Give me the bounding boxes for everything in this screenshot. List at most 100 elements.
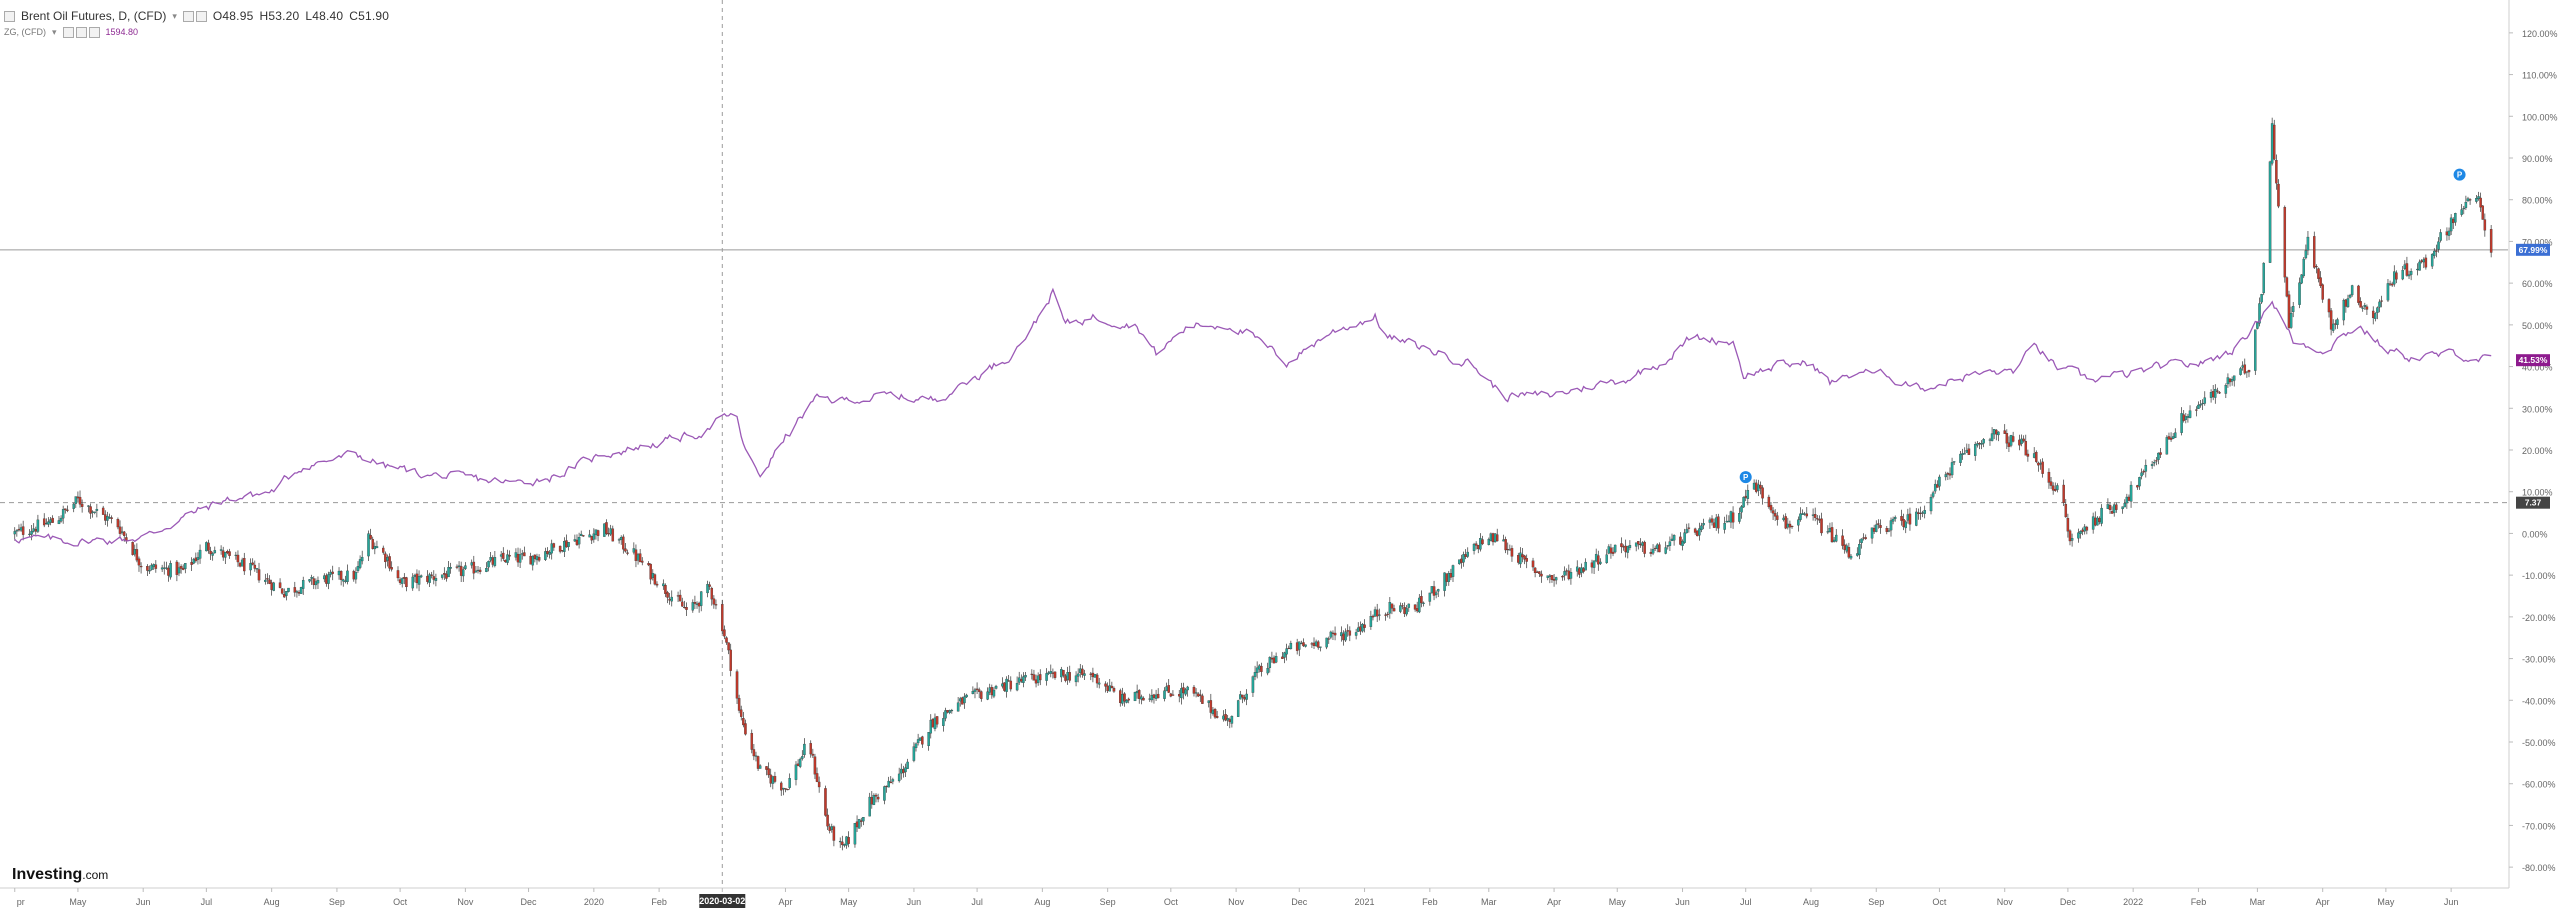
collapse-legend-icon[interactable] bbox=[4, 10, 15, 22]
candle bbox=[1314, 639, 1318, 647]
candle bbox=[1567, 564, 1571, 581]
chevron-down-icon[interactable]: ▾ bbox=[172, 11, 177, 21]
candle bbox=[49, 517, 52, 526]
candle bbox=[447, 561, 450, 578]
candle bbox=[975, 682, 979, 695]
candle bbox=[588, 529, 591, 538]
candle bbox=[2277, 179, 2280, 209]
candle bbox=[1820, 512, 1823, 536]
candle bbox=[1083, 669, 1086, 681]
candle bbox=[2214, 384, 2217, 404]
candle bbox=[89, 503, 92, 519]
hide-icon[interactable] bbox=[195, 10, 207, 22]
candle bbox=[990, 684, 994, 699]
candle bbox=[1097, 677, 1101, 689]
close-icon[interactable] bbox=[88, 26, 100, 38]
compare-series-buttons[interactable] bbox=[62, 26, 100, 38]
candle bbox=[1152, 693, 1156, 704]
candle bbox=[1207, 700, 1210, 708]
candle bbox=[744, 719, 747, 736]
candle bbox=[2218, 390, 2221, 394]
candle bbox=[192, 557, 195, 565]
candle bbox=[803, 738, 806, 758]
candle bbox=[1251, 675, 1255, 697]
candle bbox=[76, 491, 80, 503]
candle bbox=[2291, 301, 2295, 318]
candle bbox=[2115, 502, 2118, 513]
candle bbox=[2056, 483, 2059, 493]
candle bbox=[1346, 624, 1349, 637]
candle bbox=[1020, 674, 1023, 683]
candle bbox=[476, 566, 480, 574]
candle bbox=[2188, 405, 2192, 419]
candle bbox=[59, 515, 63, 523]
y-tick-label: 10.00% bbox=[2522, 488, 2553, 498]
main-series-title[interactable]: Brent Oil Futures, D, (CFD) bbox=[21, 9, 167, 23]
settings-icon[interactable] bbox=[182, 10, 194, 22]
candle bbox=[575, 534, 579, 547]
candle bbox=[1420, 590, 1423, 608]
candle bbox=[1742, 496, 1745, 508]
candle bbox=[773, 771, 777, 784]
chevron-down-icon[interactable]: ▾ bbox=[52, 27, 57, 37]
candle bbox=[1679, 532, 1682, 546]
candle bbox=[1978, 442, 1981, 450]
candle bbox=[474, 565, 478, 573]
candle bbox=[607, 527, 610, 537]
candle bbox=[691, 599, 695, 613]
main-series-legend[interactable]: Brent Oil Futures, D, (CFD) ▾ O48.95 H53… bbox=[4, 8, 389, 24]
candle bbox=[30, 524, 33, 541]
candle bbox=[1805, 507, 1809, 519]
candle bbox=[1089, 671, 1093, 681]
candle bbox=[1835, 529, 1838, 543]
candle bbox=[2489, 225, 2493, 258]
settings-icon[interactable] bbox=[62, 26, 74, 38]
candle bbox=[2228, 378, 2232, 387]
series-buttons[interactable] bbox=[182, 10, 207, 22]
candle bbox=[2464, 195, 2468, 210]
candle bbox=[2283, 205, 2287, 283]
candle bbox=[2273, 119, 2276, 161]
candle bbox=[845, 836, 848, 849]
axes-layer bbox=[0, 0, 2510, 889]
candle bbox=[1944, 471, 1948, 481]
event-marker[interactable]: P bbox=[2453, 168, 2466, 181]
compare-series-title[interactable]: ZG, (CFD) bbox=[4, 27, 46, 37]
event-marker[interactable]: P bbox=[1739, 471, 1752, 484]
candle bbox=[101, 505, 105, 515]
chart-legend: Brent Oil Futures, D, (CFD) ▾ O48.95 H53… bbox=[4, 8, 389, 40]
candle bbox=[1373, 606, 1377, 617]
x-tick-label: Nov bbox=[1997, 897, 2014, 907]
y-axis-labels: 120.00%110.00%100.00%90.00%80.00%70.00%6… bbox=[2509, 29, 2558, 873]
candle bbox=[1403, 602, 1406, 618]
candle bbox=[2155, 457, 2158, 466]
candle bbox=[264, 573, 267, 585]
candle bbox=[533, 554, 537, 563]
candle bbox=[400, 577, 404, 588]
candle bbox=[209, 546, 212, 561]
candle bbox=[2047, 468, 2051, 489]
hide-icon[interactable] bbox=[75, 26, 87, 38]
y-tick-label: 40.00% bbox=[2522, 363, 2553, 373]
x-tick-label: Apr bbox=[1547, 897, 1561, 907]
candle bbox=[2108, 502, 2112, 514]
compare-series-legend[interactable]: ZG, (CFD) ▾ 1594.80 bbox=[4, 24, 389, 40]
candle bbox=[2435, 244, 2438, 258]
candle bbox=[1510, 545, 1514, 562]
candle bbox=[904, 763, 907, 778]
event-markers-layer[interactable]: PP bbox=[1739, 168, 2466, 484]
candle bbox=[2049, 477, 2053, 490]
y-tick-label: -50.00% bbox=[2522, 738, 2556, 748]
candle bbox=[1870, 527, 1874, 544]
candle bbox=[1030, 669, 1034, 680]
guide-lines-layer bbox=[0, 0, 2508, 888]
candle bbox=[828, 823, 831, 834]
candle bbox=[1590, 559, 1594, 574]
candle bbox=[1363, 619, 1366, 633]
x-tick-label: Sep bbox=[1100, 897, 1116, 907]
candle bbox=[857, 818, 861, 829]
candle bbox=[417, 570, 421, 592]
candle bbox=[135, 543, 139, 563]
